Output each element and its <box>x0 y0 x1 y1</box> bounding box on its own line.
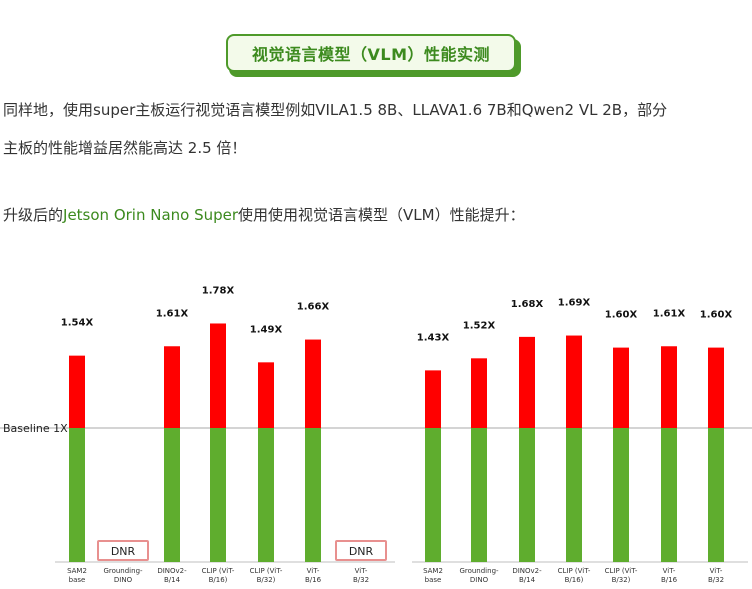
bar-value-label: 1.66X <box>297 302 330 313</box>
section-heading: 视觉语言模型（VLM）性能实测 <box>226 34 516 72</box>
bar-gain-segment <box>661 346 677 428</box>
bar-value-label: 1.78X <box>202 285 235 296</box>
bar-baseline-segment <box>305 428 321 562</box>
bar-gain-segment <box>305 339 321 428</box>
dnr-box <box>97 540 149 561</box>
bar-value-label: 1.68X <box>511 299 544 310</box>
bar-gain-segment <box>69 355 85 428</box>
category-label: ViT-B/32 <box>708 567 724 584</box>
bar-baseline-segment <box>471 428 487 562</box>
category-label: SAM2 base <box>67 567 87 584</box>
dnr-label: DNR <box>111 545 136 558</box>
bar-value-label: 1.60X <box>700 310 733 321</box>
paragraph-3-suffix: 使用使用视觉语言模型（VLM）性能提升： <box>238 206 525 224</box>
category-label: Grounding-DINO <box>103 567 143 584</box>
bar-baseline-segment <box>210 428 226 562</box>
performance-chart: Baseline 1X 1.54X SAM2 base DNR Grounding-DIN… <box>0 285 752 584</box>
bar-gain-segment <box>164 346 180 428</box>
bar-baseline-segment <box>661 428 677 562</box>
bar-gain-segment <box>210 323 226 428</box>
category-label: CLIP (ViT-B/32) <box>250 567 283 584</box>
bar-value-label: 1.54X <box>61 318 94 329</box>
dnr-label: DNR <box>349 545 374 558</box>
category-label: CLIP (ViT-B/16) <box>558 567 591 584</box>
bar-gain-segment <box>425 370 441 428</box>
bar-value-label: 1.61X <box>156 308 189 319</box>
category-label: DINOv2-B/14 <box>512 567 542 584</box>
bar-gain-segment <box>613 347 629 428</box>
baseline-label: Baseline 1X <box>3 422 68 435</box>
bar-value-label: 1.69X <box>558 298 591 309</box>
chart-labels: Baseline 1X 1.54X SAM2 base DNR Grounding-DIN… <box>3 285 732 584</box>
category-label: ViT-B/16 <box>305 567 322 584</box>
paragraph-3-prefix: 升级后的 <box>3 206 64 224</box>
paragraph-3: 升级后的Jetson Orin Nano Super使用使用视觉语言模型（VLM… <box>3 204 525 225</box>
category-label: ViT-B/16 <box>661 567 678 584</box>
bar-gain-segment <box>519 336 535 428</box>
bar-value-label: 1.61X <box>653 308 686 319</box>
bar-baseline-segment <box>519 428 535 562</box>
bar-baseline-segment <box>258 428 274 562</box>
category-label: SAM2 base <box>423 567 443 584</box>
category-label: CLIP (ViT-B/32) <box>605 567 638 584</box>
paragraph-1: 同样地，使用super主板运行视觉语言模型例如VILA1.5 8B、LLAVA1… <box>3 101 668 119</box>
paragraph-2: 主板的性能增益居然能高达 2.5 倍！ <box>3 139 247 157</box>
category-label: DINOv2-B/14 <box>157 567 187 584</box>
bar-gain-segment <box>471 358 487 428</box>
bar-value-label: 1.49X <box>250 324 283 335</box>
bar-value-label: 1.52X <box>463 320 496 331</box>
bar-gain-segment <box>258 362 274 428</box>
category-label: CLIP (ViT-B/16) <box>202 567 235 584</box>
chart-bars <box>69 323 724 562</box>
bar-value-label: 1.43X <box>417 332 450 343</box>
paragraph-3-highlight: Jetson Orin Nano Super <box>63 206 239 224</box>
bar-gain-segment <box>566 335 582 428</box>
bar-baseline-segment <box>69 428 85 562</box>
heading-badge: 视觉语言模型（VLM）性能实测 <box>226 34 522 78</box>
bar-baseline-segment <box>613 428 629 562</box>
bar-gain-segment <box>708 347 724 428</box>
category-label: ViT-B/32 <box>353 567 369 584</box>
dnr-box <box>335 540 387 561</box>
bar-baseline-segment <box>425 428 441 562</box>
bar-value-label: 1.60X <box>605 310 638 321</box>
bar-baseline-segment <box>566 428 582 562</box>
category-label: Grounding-DINO <box>459 567 499 584</box>
bar-baseline-segment <box>708 428 724 562</box>
bar-baseline-segment <box>164 428 180 562</box>
